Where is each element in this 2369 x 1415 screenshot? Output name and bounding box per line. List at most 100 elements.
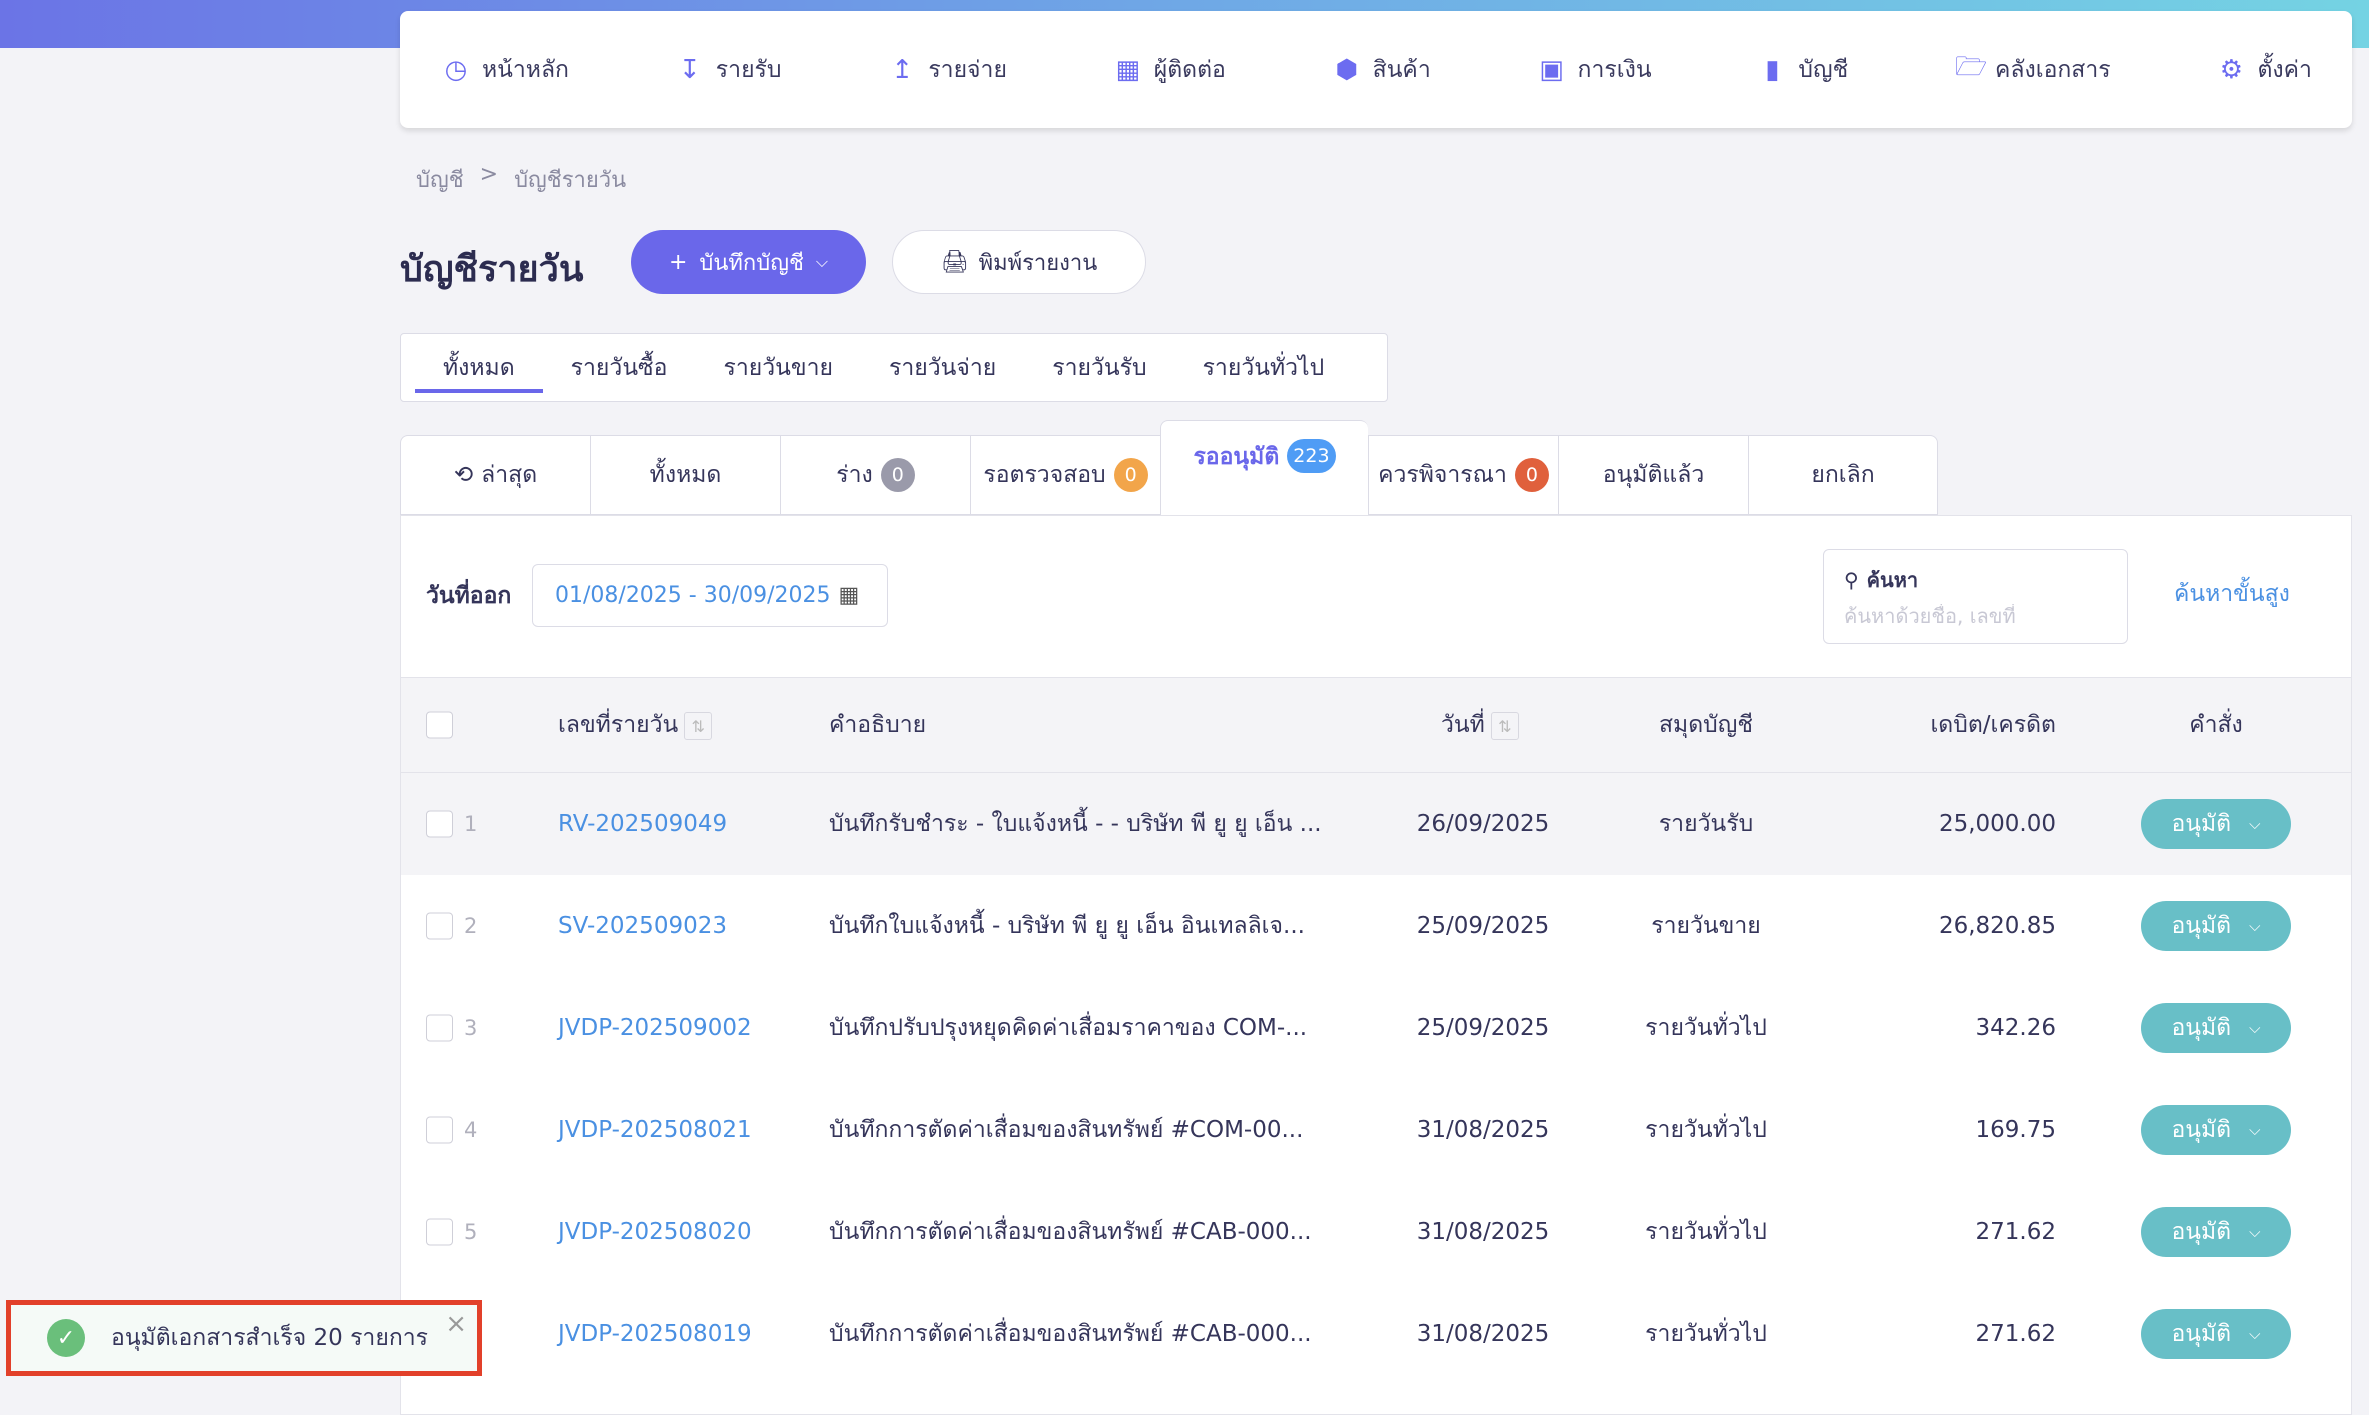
count-badge: 0 (1514, 458, 1549, 492)
type-tab[interactable]: รายวันขาย (723, 354, 833, 381)
type-tab[interactable]: รายวันรับ (1052, 354, 1147, 381)
row-checkbox[interactable] (426, 1218, 453, 1246)
row-checkbox[interactable] (426, 810, 453, 838)
folder-icon: 🗁 (1955, 51, 1988, 82)
table-row[interactable]: 2 SV-202509023 บันทึกใบแจ้งหนี้ - บริษัท… (401, 875, 2351, 977)
status-tab-label: ร่าง (836, 462, 873, 488)
approve-label: อนุมัติ (2171, 913, 2232, 939)
breadcrumb-root[interactable]: บัญชี (416, 168, 464, 193)
table-row[interactable]: 6 JVDP-202508019 บันทึกการตัดค่าเสื่อมขอ… (401, 1283, 2351, 1385)
row-description: บันทึกใบแจ้งหนี้ - บริษัท พี ยู ยู เอ็น … (829, 913, 1305, 939)
row-checkbox[interactable] (426, 1014, 453, 1042)
content-panel: วันที่ออก 01/08/2025 - 30/09/2025 ▦ ⚲ ค้น… (400, 515, 2352, 1415)
table-row[interactable]: 1 RV-202509049 บันทึกรับชำระ - ใบแจ้งหนี… (401, 773, 2351, 875)
type-tab[interactable]: รายวันทั่วไป (1202, 354, 1325, 381)
row-book: รายวันทั่วไป (1645, 1117, 1767, 1143)
doc-number-link[interactable]: JVDP-202508020 (558, 1219, 752, 1245)
header-doc-no: เลขที่รายวัน ⇅ (558, 707, 713, 743)
nav-item-label: หน้าหลัก (482, 56, 569, 83)
row-book: รายวันทั่วไป (1645, 1219, 1767, 1245)
table-row[interactable]: 3 JVDP-202509002 บันทึกปรับปรุงหยุดคิดค่… (401, 977, 2351, 1079)
status-tab[interactable]: ทั้งหมด (590, 435, 780, 515)
approve-button[interactable]: อนุมัติ ⌵ (2141, 799, 2291, 849)
box-icon: ⬢ (1335, 54, 1359, 85)
nav-item[interactable]: ▦ ผู้ติดต่อ (1114, 52, 1226, 88)
record-journal-button[interactable]: + บันทึกบัญชี ⌵ (631, 230, 866, 294)
status-tab[interactable]: รออนุมัติ 223 (1160, 420, 1368, 515)
nav-item[interactable]: ↥ รายจ่าย (888, 52, 1007, 88)
row-number: 2 (464, 914, 478, 938)
status-tab[interactable]: ควรพิจารณา 0 (1368, 435, 1558, 515)
date-filter-label: วันที่ออก (426, 583, 512, 609)
advanced-search-link[interactable]: ค้นหาขั้นสูง (2174, 581, 2290, 607)
sort-icon[interactable]: ⇅ (1490, 711, 1519, 740)
search-box[interactable]: ⚲ ค้นหา (1823, 549, 2128, 644)
type-tab[interactable]: รายวันจ่าย (888, 354, 997, 381)
type-tab[interactable]: ทั้งหมด (415, 334, 543, 401)
doc-number-link[interactable]: RV-202509049 (558, 811, 728, 837)
plus-icon: + (668, 249, 688, 275)
row-amount: 25,000.00 (1938, 811, 2056, 837)
date-range-value: 01/08/2025 - 30/09/2025 (555, 583, 831, 608)
approve-button[interactable]: อนุมัติ ⌵ (2141, 1207, 2291, 1257)
chevron-down-icon: ⌵ (2249, 815, 2261, 833)
nav-item[interactable]: ▣ การเงิน (1538, 52, 1651, 88)
date-range-input[interactable]: 01/08/2025 - 30/09/2025 ▦ (532, 564, 888, 627)
row-book: รายวันทั่วไป (1645, 1321, 1767, 1347)
close-icon[interactable]: × (445, 1309, 467, 1339)
doc-number-link[interactable]: SV-202509023 (558, 913, 727, 939)
approve-button[interactable]: อนุมัติ ⌵ (2141, 1309, 2291, 1359)
row-description: บันทึกรับชำระ - ใบแจ้งหนี้ - - บริษัท พี… (829, 811, 1322, 837)
approve-button[interactable]: อนุมัติ ⌵ (2141, 1105, 2291, 1155)
chevron-down-icon: ⌵ (2249, 1325, 2261, 1343)
nav-item[interactable]: ⬢ สินค้า (1333, 52, 1431, 88)
nav-item[interactable]: ▮ บัญชี (1758, 52, 1848, 88)
status-tab[interactable]: อนุมัติแล้ว (1558, 435, 1748, 515)
row-checkbox[interactable] (426, 1116, 453, 1144)
row-checkbox[interactable] (426, 912, 453, 940)
status-tab[interactable]: ยกเลิก (1748, 435, 1938, 515)
table-row[interactable]: 5 JVDP-202508020 บันทึกการตัดค่าเสื่อมขอ… (401, 1181, 2351, 1283)
type-tab[interactable]: รายวันซื้อ (570, 354, 668, 381)
chevron-down-icon: ⌵ (2249, 917, 2261, 935)
print-report-button[interactable]: 🖨 พิมพ์รายงาน (892, 230, 1146, 294)
nav-item[interactable]: 🗁 คลังเอกสาร (1955, 48, 2111, 92)
approve-label: อนุมัติ (2171, 811, 2232, 837)
doc-number-link[interactable]: JVDP-202508021 (558, 1117, 752, 1143)
chevron-down-icon: ⌵ (2249, 1019, 2261, 1037)
doc-number-link[interactable]: JVDP-202509002 (558, 1015, 752, 1041)
nav-item[interactable]: ⚙ ตั้งค่า (2217, 52, 2312, 88)
row-amount: 169.75 (1975, 1117, 2056, 1143)
status-tab[interactable]: ⟲ ล่าสุด (400, 435, 590, 515)
calendar-icon: ▦ (838, 583, 860, 608)
nav-item-label: ผู้ติดต่อ (1153, 56, 1226, 83)
success-toast: ✓ อนุมัติเอกสารสำเร็จ 20 รายการ × (6, 1300, 482, 1376)
sort-icon[interactable]: ⇅ (684, 711, 713, 740)
toast-message: อนุมัติเอกสารสำเร็จ 20 รายการ (111, 1325, 429, 1351)
status-tabs: ⟲ ล่าสุด ทั้งหมด ร่าง 0 รอตรวจสอบ 0 รออนุมัติ 22… (400, 420, 1938, 515)
select-all-checkbox[interactable] (426, 711, 453, 739)
doc-number-link[interactable]: JVDP-202508019 (558, 1321, 752, 1347)
expense-icon: ↥ (891, 54, 914, 85)
status-tab[interactable]: ร่าง 0 (780, 435, 970, 515)
approve-label: อนุมัติ (2171, 1219, 2232, 1245)
row-number: 5 (464, 1220, 478, 1244)
nav-item[interactable]: ◷ หน้าหลัก (442, 52, 569, 88)
check-circle-icon: ✓ (47, 1319, 85, 1357)
row-amount: 26,820.85 (1938, 913, 2056, 939)
row-description: บันทึกปรับปรุงหยุดคิดค่าเสื่อมราคาของ CO… (829, 1015, 1308, 1041)
nav-item[interactable]: ↧ รายรับ (676, 52, 782, 88)
approve-label: อนุมัติ (2171, 1321, 2232, 1347)
table-row[interactable]: 4 JVDP-202508021 บันทึกการตัดค่าเสื่อมขอ… (401, 1079, 2351, 1181)
contacts-icon: ▦ (1115, 54, 1141, 85)
status-tab-label: ล่าสุด (481, 462, 538, 488)
nav-item-label: สินค้า (1372, 56, 1431, 83)
row-number: 3 (464, 1016, 478, 1040)
status-tab[interactable]: รอตรวจสอบ 0 (970, 435, 1160, 515)
approve-button[interactable]: อนุมัติ ⌵ (2141, 1003, 2291, 1053)
approve-button[interactable]: อนุมัติ ⌵ (2141, 901, 2291, 951)
header-date: วันที่ ⇅ (1441, 707, 1519, 743)
dashboard-icon: ◷ (444, 54, 468, 85)
status-tab-label: ควรพิจารณา (1378, 462, 1507, 488)
search-input[interactable] (1844, 604, 2107, 628)
